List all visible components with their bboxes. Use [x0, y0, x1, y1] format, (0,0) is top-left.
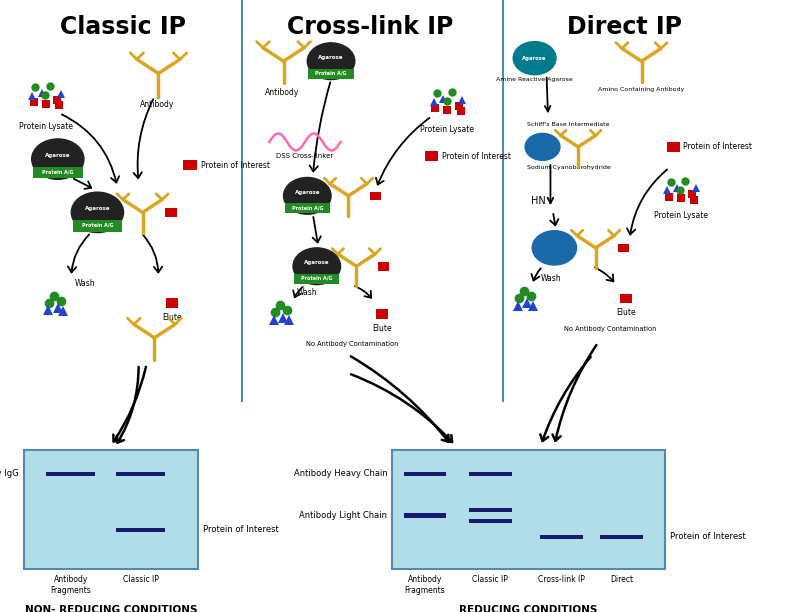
Text: Protein Lysate: Protein Lysate	[19, 122, 73, 132]
Circle shape	[307, 43, 355, 80]
Bar	[600, 535, 643, 539]
Circle shape	[293, 248, 341, 285]
Text: Antibody
Fragments: Antibody Fragments	[405, 575, 445, 595]
Bar	[469, 519, 512, 523]
Text: No Antibody Contamination: No Antibody Contamination	[564, 326, 656, 332]
Text: Wash: Wash	[297, 288, 318, 297]
Bar	[667, 142, 680, 152]
Text: Wash: Wash	[75, 278, 96, 288]
Text: Protein A/G: Protein A/G	[82, 223, 113, 228]
Text: Agarose: Agarose	[45, 153, 70, 158]
Circle shape	[32, 139, 84, 179]
Bar	[166, 207, 177, 217]
Bar	[618, 244, 629, 252]
Bar	[425, 151, 438, 161]
Text: Sodium Cyanoborohydride: Sodium Cyanoborohydride	[527, 165, 611, 170]
Text: Protein A/G: Protein A/G	[315, 70, 347, 76]
Text: Antibody Heavy Chain: Antibody Heavy Chain	[294, 469, 387, 478]
Bar	[404, 471, 446, 476]
Bar	[33, 167, 82, 178]
Text: Elute: Elute	[372, 324, 391, 334]
Bar	[116, 471, 165, 476]
Text: Agarose: Agarose	[304, 261, 329, 266]
Text: No Antibody Contamination: No Antibody Contamination	[307, 341, 398, 347]
Text: Agarose: Agarose	[523, 56, 546, 61]
Text: Antibody: Antibody	[139, 100, 174, 110]
Text: Cross-link IP: Cross-link IP	[538, 575, 584, 584]
Bar	[469, 508, 512, 512]
Text: Classic IP: Classic IP	[123, 575, 158, 584]
Bar	[295, 274, 340, 284]
Circle shape	[525, 133, 560, 160]
Text: Wash: Wash	[541, 274, 562, 283]
Bar	[392, 450, 665, 569]
Text: Amino Containing Antibody: Amino Containing Antibody	[599, 87, 684, 92]
Text: DSS Cross-linker: DSS Cross-linker	[276, 153, 333, 159]
Bar	[166, 299, 178, 308]
Text: Protein A/G: Protein A/G	[301, 275, 333, 281]
Bar	[404, 513, 446, 518]
Text: Protein of Interest: Protein of Interest	[201, 161, 270, 170]
Text: Agarose: Agarose	[295, 190, 320, 195]
Text: Classic IP: Classic IP	[473, 575, 508, 584]
Text: Direct: Direct	[610, 575, 633, 584]
Text: Protein of Interest: Protein of Interest	[670, 532, 746, 542]
Text: Classic IP: Classic IP	[59, 15, 186, 39]
Text: Cross-link IP: Cross-link IP	[287, 15, 454, 39]
Bar	[370, 192, 381, 200]
Text: HN: HN	[531, 196, 546, 206]
Text: Protein of Interest: Protein of Interest	[683, 143, 752, 151]
Bar	[309, 69, 353, 78]
Bar	[469, 471, 512, 476]
Bar	[73, 220, 122, 231]
Bar	[24, 450, 198, 569]
Bar	[378, 262, 389, 271]
Text: NON- REDUCING CONDITIONS: NON- REDUCING CONDITIONS	[25, 605, 197, 612]
Text: Amine Reactive Agarose: Amine Reactive Agarose	[497, 77, 573, 82]
Bar	[376, 309, 388, 318]
Text: Agarose: Agarose	[318, 56, 344, 61]
Bar	[47, 471, 95, 476]
Text: Protein Lysate: Protein Lysate	[421, 125, 474, 135]
Bar	[285, 203, 330, 213]
Bar	[184, 160, 197, 170]
Circle shape	[513, 42, 556, 75]
Text: Antibody Light Chain: Antibody Light Chain	[299, 511, 387, 520]
Circle shape	[532, 231, 577, 265]
Text: Antibody
Fragments: Antibody Fragments	[51, 575, 91, 595]
Text: Protein A/G: Protein A/G	[291, 205, 323, 211]
Text: Direct IP: Direct IP	[566, 15, 682, 39]
Text: Antibody: Antibody	[265, 88, 299, 97]
Text: Elute: Elute	[162, 313, 181, 323]
Circle shape	[71, 192, 124, 233]
Bar	[620, 294, 632, 303]
Text: REDUCING CONDITIONS: REDUCING CONDITIONS	[459, 605, 598, 612]
Text: Protein of Interest: Protein of Interest	[203, 525, 279, 534]
Circle shape	[284, 177, 331, 214]
Text: Agarose: Agarose	[85, 206, 110, 211]
Text: Protein Lysate: Protein Lysate	[654, 211, 708, 220]
Bar	[540, 535, 583, 539]
Text: Protein of Interest: Protein of Interest	[442, 152, 511, 160]
Text: Protein A/G: Protein A/G	[42, 170, 74, 175]
Text: Antibody IgG: Antibody IgG	[0, 469, 19, 478]
Bar	[116, 528, 165, 532]
Text: Schiff's Base Intermediate: Schiff's Base Intermediate	[527, 122, 610, 127]
Text: Elute: Elute	[616, 308, 635, 318]
